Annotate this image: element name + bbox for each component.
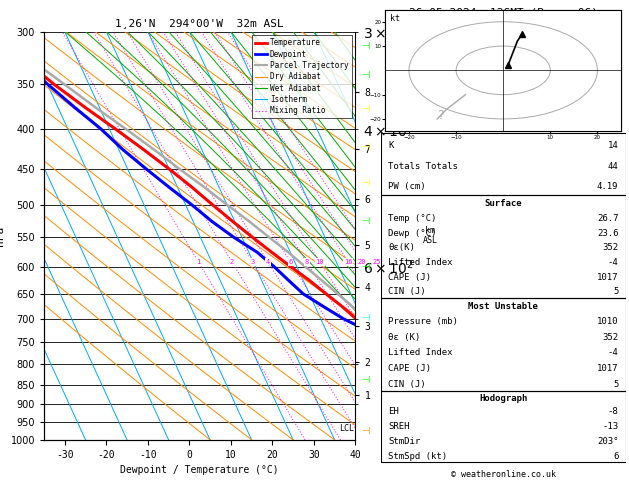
Text: CIN (J): CIN (J) [388, 287, 426, 296]
Text: 2: 2 [230, 259, 234, 265]
Text: StmSpd (kt): StmSpd (kt) [388, 451, 447, 461]
Text: 1017: 1017 [597, 273, 618, 282]
Text: -8: -8 [608, 407, 618, 416]
Bar [386, 10, 621, 131]
Text: 10: 10 [316, 259, 324, 265]
Text: CAPE (J): CAPE (J) [388, 273, 431, 282]
Text: 5: 5 [613, 287, 618, 296]
Text: 352: 352 [603, 243, 618, 252]
Text: K: K [388, 140, 393, 150]
Text: 4.19: 4.19 [597, 182, 618, 191]
Text: θε (K): θε (K) [388, 333, 420, 342]
Text: 44: 44 [608, 161, 618, 171]
Text: ?: ? [437, 109, 444, 122]
Text: Totals Totals: Totals Totals [388, 161, 458, 171]
Text: ⊣: ⊣ [362, 375, 370, 385]
Text: 203°: 203° [597, 437, 618, 446]
Text: Lifted Index: Lifted Index [388, 348, 452, 357]
Text: ⊣: ⊣ [362, 70, 370, 80]
Y-axis label: hPa: hPa [0, 226, 5, 246]
Text: © weatheronline.co.uk: © weatheronline.co.uk [451, 470, 555, 479]
Text: 4: 4 [266, 259, 270, 265]
Text: 26.05.2024  12GMT (Base: 06): 26.05.2024 12GMT (Base: 06) [409, 7, 598, 17]
Text: 1010: 1010 [597, 317, 618, 326]
Text: Hodograph: Hodograph [479, 395, 527, 403]
Text: 20: 20 [358, 259, 367, 265]
Legend: Temperature, Dewpoint, Parcel Trajectory, Dry Adiabat, Wet Adiabat, Isotherm, Mi: Temperature, Dewpoint, Parcel Trajectory… [252, 35, 352, 118]
Text: ⊣: ⊣ [362, 142, 370, 152]
Bar [381, 391, 626, 462]
Text: Temp (°C): Temp (°C) [388, 214, 437, 223]
Text: 1017: 1017 [597, 364, 618, 373]
Text: StmDir: StmDir [388, 437, 420, 446]
Text: 6: 6 [613, 451, 618, 461]
Text: 25: 25 [372, 259, 381, 265]
Text: ⊣: ⊣ [362, 261, 370, 272]
Text: 16: 16 [344, 259, 352, 265]
Text: Lifted Index: Lifted Index [388, 258, 452, 267]
Text: 5: 5 [613, 380, 618, 389]
Text: PW (cm): PW (cm) [388, 182, 426, 191]
Text: 1: 1 [196, 259, 201, 265]
X-axis label: Dewpoint / Temperature (°C): Dewpoint / Temperature (°C) [120, 465, 279, 475]
Text: ⊣: ⊣ [362, 178, 370, 188]
Text: EH: EH [388, 407, 399, 416]
Text: Dewp (°C): Dewp (°C) [388, 228, 437, 238]
Text: kt: kt [390, 15, 400, 23]
Text: 3: 3 [251, 259, 255, 265]
Bar [381, 195, 626, 298]
Text: 23.6: 23.6 [597, 228, 618, 238]
Y-axis label: km
ASL: km ASL [423, 226, 438, 245]
Text: ⊣: ⊣ [362, 104, 370, 114]
Text: Most Unstable: Most Unstable [468, 302, 538, 311]
Title: 1¸26'N  294°00'W  32m ASL: 1¸26'N 294°00'W 32m ASL [115, 18, 284, 28]
Text: Surface: Surface [484, 199, 522, 208]
Text: CIN (J): CIN (J) [388, 380, 426, 389]
Text: CAPE (J): CAPE (J) [388, 364, 431, 373]
Text: ⊣: ⊣ [362, 216, 370, 226]
Text: 352: 352 [603, 333, 618, 342]
Text: ⊣: ⊣ [362, 426, 370, 436]
Text: ⊣: ⊣ [362, 41, 370, 51]
Bar [381, 133, 626, 195]
Text: Pressure (mb): Pressure (mb) [388, 317, 458, 326]
Text: 6: 6 [288, 259, 292, 265]
Text: LCL: LCL [339, 424, 354, 434]
Text: θε(K): θε(K) [388, 243, 415, 252]
Text: -4: -4 [608, 258, 618, 267]
Text: ⊣: ⊣ [362, 313, 370, 323]
Text: 14: 14 [608, 140, 618, 150]
Bar [381, 298, 626, 391]
Text: 26.7: 26.7 [597, 214, 618, 223]
Text: -4: -4 [608, 348, 618, 357]
Text: 8: 8 [304, 259, 309, 265]
Text: -13: -13 [603, 422, 618, 431]
Text: SREH: SREH [388, 422, 409, 431]
